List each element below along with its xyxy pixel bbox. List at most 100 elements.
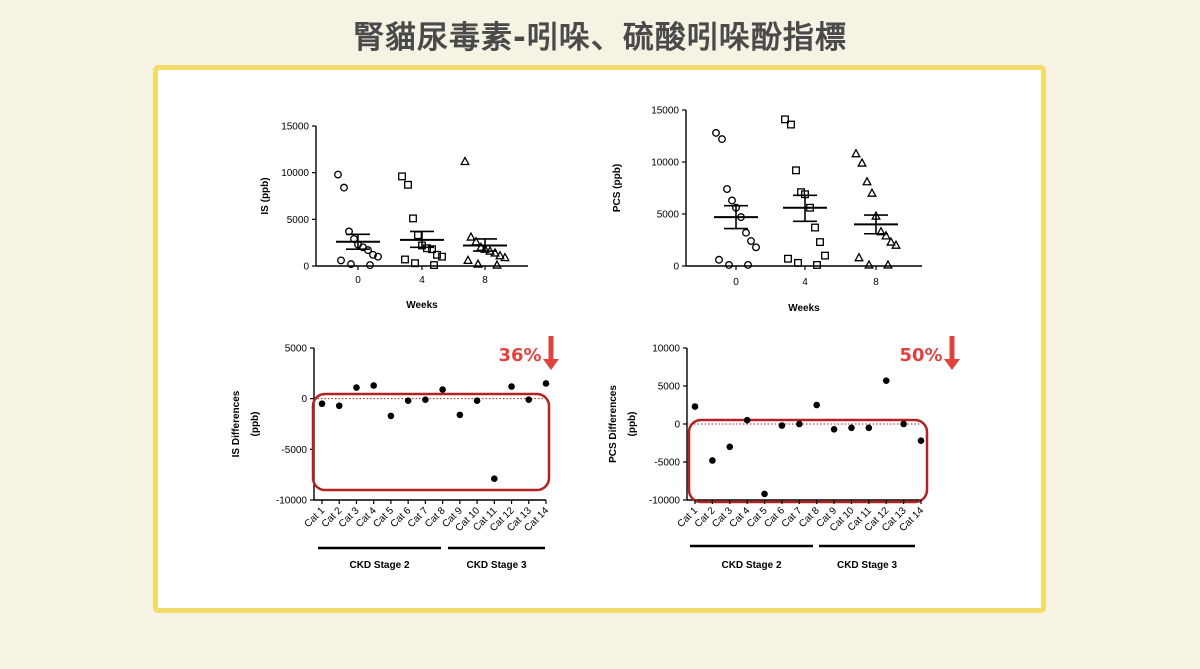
y-tick-label: 15000	[651, 106, 679, 117]
page-title: 腎貓尿毒素-吲哚、硫酸吲哚酚指標	[353, 20, 847, 56]
x-tick-label: 0	[355, 275, 361, 286]
data-point	[398, 172, 406, 181]
data-point	[430, 261, 438, 270]
y-axis-title: IS (ppb)	[260, 177, 271, 214]
data-point	[778, 422, 786, 429]
group-label: CKD Stage 2	[721, 560, 781, 571]
y-axis-title: (ppb)	[627, 412, 638, 437]
data-point	[886, 236, 896, 246]
reduction-percent-label: 50%	[899, 345, 942, 366]
data-point	[864, 259, 874, 269]
data-point	[883, 259, 893, 269]
data-point	[492, 259, 502, 269]
y-tick-label: 0	[674, 420, 680, 431]
data-point	[337, 256, 345, 265]
down-arrow-icon	[944, 359, 960, 370]
data-point	[725, 261, 733, 269]
data-point	[830, 426, 838, 433]
data-point	[752, 243, 760, 252]
data-point	[456, 411, 464, 419]
data-point	[857, 157, 867, 167]
data-point	[525, 396, 533, 403]
y-tick-label: -5000	[281, 445, 307, 456]
y-tick-label: 5000	[285, 344, 308, 355]
data-point	[387, 412, 395, 420]
data-point	[423, 244, 431, 253]
data-point	[743, 416, 751, 424]
data-point	[414, 231, 422, 240]
data-point	[404, 397, 412, 404]
data-point	[712, 128, 720, 137]
x-tick-label: 0	[733, 277, 739, 288]
data-point	[747, 237, 755, 245]
data-point	[891, 239, 901, 249]
data-point	[851, 148, 861, 158]
data-point	[917, 437, 925, 445]
data-point	[787, 120, 795, 129]
data-point	[876, 226, 886, 236]
data-point	[439, 386, 446, 393]
data-point	[370, 382, 377, 389]
y-tick-label: 5000	[657, 210, 680, 221]
y-tick-label: 5000	[287, 215, 310, 226]
data-point	[784, 254, 792, 263]
data-point	[848, 424, 855, 432]
highlight-box	[311, 392, 551, 492]
data-point	[813, 401, 820, 409]
data-point	[881, 230, 891, 240]
group-label: CKD Stage 3	[837, 560, 897, 571]
data-point	[463, 255, 473, 265]
data-point	[374, 252, 382, 261]
x-tick-label: 8	[873, 277, 879, 288]
y-tick-label: 0	[301, 394, 307, 405]
data-point	[865, 424, 873, 432]
data-point	[318, 400, 326, 408]
down-arrow-icon	[949, 336, 955, 360]
data-point	[353, 384, 360, 391]
data-point	[500, 252, 510, 262]
y-axis-title: IS Differences	[231, 390, 242, 457]
data-point	[495, 250, 505, 260]
down-arrow-icon	[548, 336, 554, 360]
data-point	[473, 397, 481, 404]
data-point	[854, 252, 864, 262]
data-point	[761, 490, 768, 498]
data-point	[796, 420, 803, 428]
data-point	[882, 377, 890, 384]
y-axis-title: (ppb)	[250, 412, 261, 437]
data-point	[334, 170, 342, 179]
data-point	[491, 475, 498, 483]
group-label: CKD Stage 3	[466, 560, 526, 571]
y-tick-label: 5000	[658, 382, 681, 393]
y-tick-label: 0	[303, 262, 309, 273]
y-tick-label: -5000	[654, 458, 680, 469]
data-point	[369, 250, 377, 259]
reduction-percent-label: 36%	[498, 345, 541, 366]
data-point	[723, 185, 731, 193]
group-label: CKD Stage 2	[349, 560, 409, 571]
data-point	[742, 228, 750, 237]
data-point	[340, 183, 348, 192]
y-tick-label: 10000	[652, 344, 680, 355]
data-point	[794, 258, 802, 267]
highlight-box	[687, 418, 929, 504]
data-point	[433, 250, 441, 259]
y-tick-label: 0	[673, 262, 679, 273]
data-point	[366, 261, 374, 270]
data-point	[811, 223, 819, 232]
data-point	[473, 258, 483, 268]
x-axis-title: Weeks	[788, 303, 820, 314]
data-point	[404, 180, 412, 189]
chart-frame	[153, 65, 1046, 613]
x-tick-label: 4	[419, 275, 425, 286]
y-tick-label: 10000	[281, 168, 309, 179]
data-point	[792, 166, 800, 175]
data-point	[411, 259, 419, 268]
data-point	[728, 196, 736, 205]
y-tick-label: 15000	[281, 122, 309, 133]
x-tick-label: 4	[802, 277, 808, 288]
x-axis-title: Weeks	[406, 300, 438, 311]
y-axis-title: PCS (ppb)	[612, 164, 623, 212]
down-arrow-icon	[543, 359, 559, 370]
